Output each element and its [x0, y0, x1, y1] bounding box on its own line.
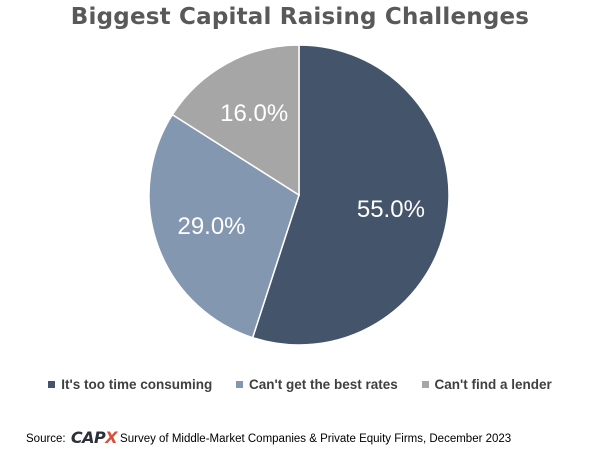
- slice-find-lender: [171, 44, 300, 197]
- data-label-find-lender: 16.0%: [220, 100, 288, 127]
- logo-accent: X: [105, 428, 118, 447]
- slice-time-consuming: [251, 44, 450, 346]
- legend-item-time-consuming: It's too time consuming: [48, 377, 212, 392]
- legend-item-best-rates: Can't get the best rates: [235, 377, 398, 392]
- legend: It's too time consuming Can't get the be…: [0, 377, 600, 392]
- data-label-time-consuming: 55.0%: [357, 196, 425, 223]
- legend-label: Can't find a lender: [434, 377, 552, 392]
- legend-label: Can't get the best rates: [248, 377, 398, 392]
- chart-title: Biggest Capital Raising Challenges: [70, 4, 530, 30]
- data-label-best-rates: 29.0%: [177, 213, 245, 240]
- source-text: Survey of Middle-Market Companies & Priv…: [120, 433, 512, 445]
- source-prefix: Source:: [26, 433, 66, 445]
- source-note: Source: CAPX Survey of Middle-Market Comp…: [26, 428, 511, 447]
- slice-best-rates: [148, 113, 300, 339]
- legend-label: It's too time consuming: [61, 377, 213, 392]
- legend-swatch: [421, 381, 429, 388]
- legend-swatch: [48, 381, 56, 388]
- capx-logo: CAPX: [70, 428, 118, 447]
- logo-main: CAP: [70, 428, 106, 447]
- legend-item-find-lender: Can't find a lender: [421, 377, 552, 392]
- legend-swatch: [235, 381, 243, 388]
